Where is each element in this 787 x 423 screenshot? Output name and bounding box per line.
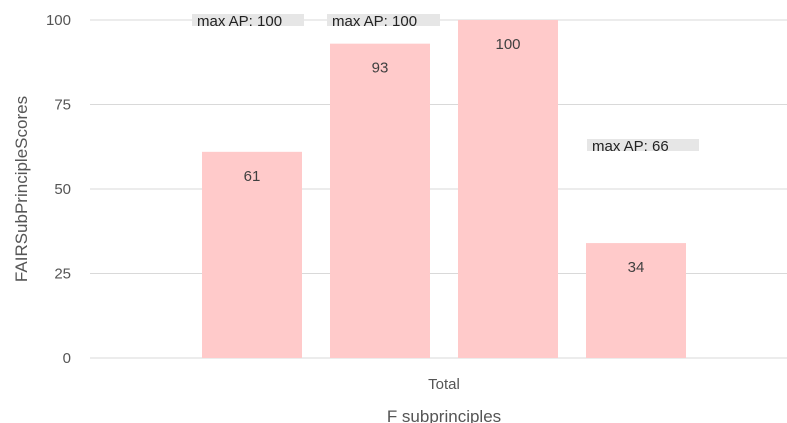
- annotations: max AP: 100 max AP: 100 max AP: 66: [192, 13, 699, 155]
- annotation-background: [192, 14, 304, 26]
- y-tick-label: 50: [54, 181, 71, 198]
- annotation-text: max AP: 100: [332, 13, 417, 30]
- annotation-4: max AP: 66: [587, 138, 699, 155]
- y-tick-label: 25: [54, 266, 71, 283]
- annotation-1: max AP: 100: [192, 13, 304, 30]
- bars: [202, 20, 686, 358]
- y-tick-label: 0: [63, 350, 71, 367]
- annotation-background: [587, 139, 699, 151]
- annotation-background: [327, 14, 440, 26]
- annotation-text: max AP: 66: [592, 138, 669, 155]
- x-tick-label: Total: [428, 376, 460, 393]
- annotation-2: max AP: 100: [327, 13, 440, 30]
- bar-3: [458, 20, 558, 358]
- bar-1: [202, 151, 302, 358]
- x-axis-title: F subprinciples: [387, 407, 501, 423]
- y-tick-label: 100: [46, 12, 71, 29]
- bar-value-label-1: 61: [244, 168, 261, 185]
- bar-value-label-4: 34: [628, 259, 645, 276]
- bar-value-labels: 61 93 100 34: [244, 36, 645, 276]
- y-tick-label: 75: [54, 97, 71, 114]
- bar-value-label-3: 100: [495, 36, 520, 53]
- bar-2: [330, 43, 430, 358]
- y-axis-title: FAIRSubPrincipleScores: [12, 96, 31, 282]
- bar-value-label-2: 93: [372, 60, 389, 77]
- y-axis-ticks: 0 25 50 75 100: [46, 12, 71, 367]
- bar-4: [586, 243, 686, 358]
- annotation-text: max AP: 100: [197, 13, 282, 30]
